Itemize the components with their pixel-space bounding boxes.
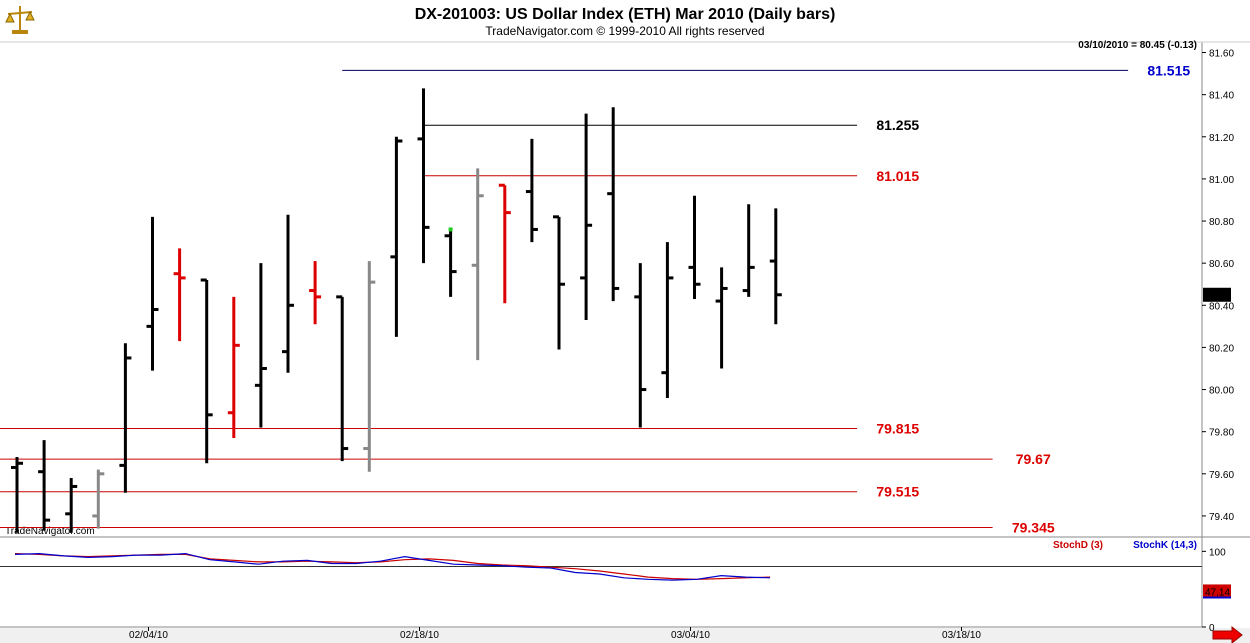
ohlc-bar — [471, 168, 484, 361]
date-axis-ticks: 02/04/10 02/18/10 03/04/10 03/18/10 — [129, 627, 981, 641]
date-tick-label: 02/18/10 — [400, 630, 439, 641]
ohlc-bar — [580, 113, 593, 321]
price-tick-label: 79.40 — [1209, 512, 1234, 523]
watermark: TradeNavigator.com — [5, 526, 95, 537]
price-tick-label: 81.00 — [1209, 175, 1234, 186]
level-label: 79.67 — [1016, 451, 1051, 467]
ohlc-bar — [498, 183, 511, 304]
ohlc-bar — [65, 478, 78, 533]
price-tick-label: 81.20 — [1209, 133, 1234, 144]
level-label: 81.015 — [876, 168, 919, 184]
stochastic-legend: StochD (3) StochK (14,3) — [1053, 540, 1197, 551]
ohlc-bar — [607, 107, 620, 302]
legend-stochk: StochK (14,3) — [1133, 540, 1197, 551]
ohlc-bar — [146, 216, 159, 371]
level-label: 81.515 — [1147, 62, 1190, 78]
last-quote: 03/10/2010 = 80.45 (-0.13) — [1078, 40, 1197, 51]
ohlc-bar — [525, 138, 538, 243]
last-price-label: 80.45 — [1203, 287, 1231, 302]
ohlc-bar — [715, 267, 728, 369]
ohlc-bar — [363, 261, 376, 472]
scroll-right-icon[interactable] — [1212, 625, 1243, 643]
ohlc-bar — [173, 248, 186, 342]
price-axis-ticks: 79.40 79.60 79.80 80.00 80.20 80.40 80.60 80.80… — [1202, 49, 1234, 523]
stoch-series-line — [14, 552, 771, 581]
level-label: 79.515 — [876, 484, 919, 500]
price-tick-label: 79.60 — [1209, 470, 1234, 481]
last-price-box — [1203, 287, 1231, 302]
chart-title: DX-201003: US Dollar Index (ETH) Mar 201… — [415, 6, 836, 23]
price-tick-label: 80.80 — [1209, 217, 1234, 228]
ohlc-bar — [417, 88, 430, 264]
level-label: 79.345 — [1012, 520, 1055, 536]
ohlc-bar — [11, 456, 23, 533]
last-price-text: 80.45 — [1206, 291, 1231, 302]
legend-stochd: StochD (3) — [1053, 540, 1103, 551]
price-tick-label: 80.60 — [1209, 259, 1234, 270]
price-tick-label: 80.40 — [1209, 301, 1234, 312]
logo-icon — [3, 3, 37, 37]
stochastic-lines — [14, 552, 771, 581]
ohlc-bar — [688, 195, 701, 299]
ohlc-bar — [769, 208, 782, 325]
ohlc-bar — [336, 295, 349, 462]
indicator-axis-ticks: 100 0 — [0, 547, 1226, 634]
date-tick-label: 03/04/10 — [671, 630, 710, 641]
stochastic-last-label: 47.14 — [1203, 584, 1231, 599]
ohlc-bar — [282, 214, 294, 373]
chart-subtitle: TradeNavigator.com © 1999-2010 All right… — [485, 24, 764, 38]
indicator-tick-label: 100 — [1209, 547, 1226, 558]
price-tick-label: 81.60 — [1209, 49, 1234, 60]
price-tick-label: 81.40 — [1209, 91, 1234, 102]
ohlc-bar — [200, 278, 213, 464]
ohlc-bar — [553, 215, 565, 350]
level-label: 81.255 — [876, 117, 919, 133]
ohlc-bar — [92, 469, 105, 529]
ohlc-bar — [227, 296, 240, 438]
date-axis-strip — [0, 628, 1250, 643]
price-tick-label: 80.20 — [1209, 343, 1234, 354]
ohlc-bar — [309, 261, 322, 325]
ohlc-bar — [254, 263, 267, 428]
price-tick-label: 79.80 — [1209, 428, 1234, 439]
price-tick-label: 80.00 — [1209, 386, 1234, 397]
ohlc-bar — [444, 229, 457, 297]
level-label: 79.815 — [876, 421, 919, 437]
indicator-tick-label: 0 — [1209, 623, 1215, 634]
ohlc-bar — [661, 242, 674, 398]
ohlc-bar — [119, 343, 132, 493]
date-tick-label: 03/18/10 — [942, 630, 981, 641]
support-resistance-levels: 81.515 81.255 81.015 79.815 79.67 79.515 79.34… — [0, 62, 1190, 536]
green-marker — [448, 227, 453, 232]
indicator-last-text: 47.14 — [1205, 587, 1230, 598]
date-tick-label: 02/04/10 — [129, 630, 168, 641]
ohlc-bar — [38, 440, 51, 531]
ohlc-bars — [11, 88, 782, 533]
ohlc-bar — [390, 136, 403, 337]
indicator-last-box — [1203, 584, 1231, 599]
ohlc-bar — [634, 263, 647, 428]
ohlc-bar — [742, 204, 755, 297]
